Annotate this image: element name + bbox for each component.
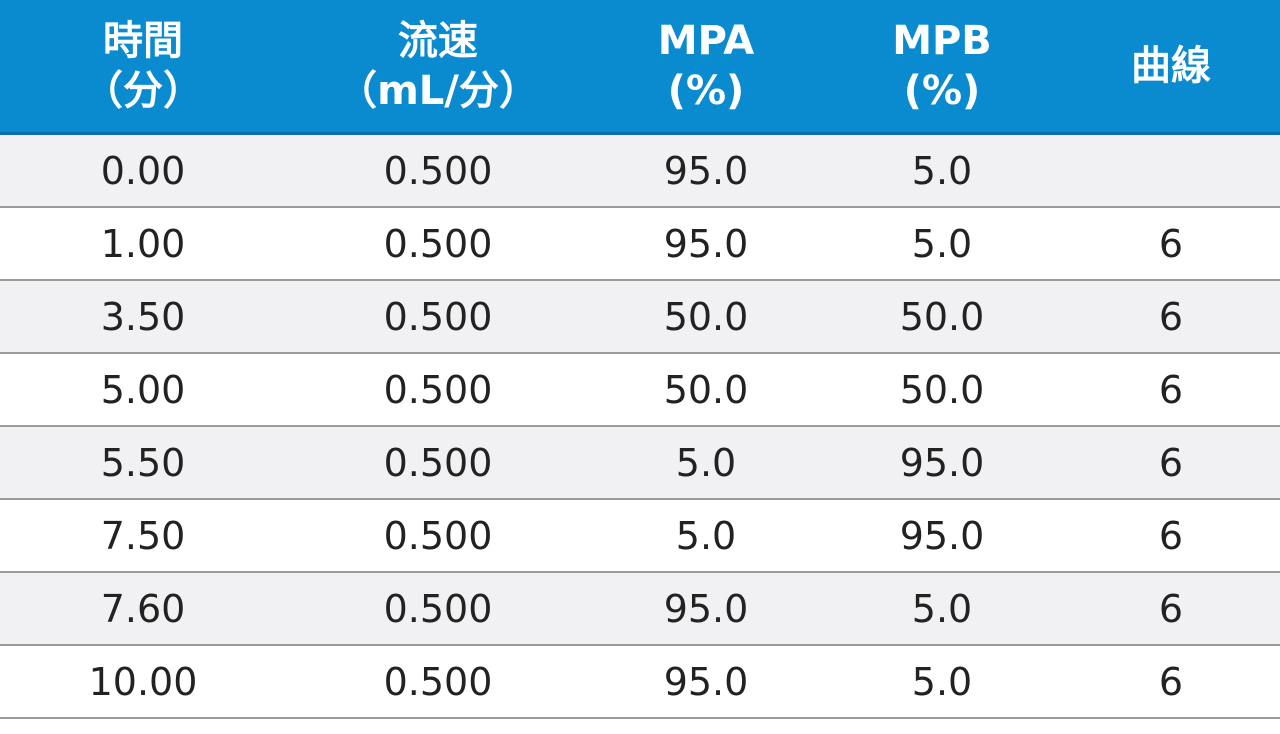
table-row: 0.00 0.500 95.0 5.0 [0, 135, 1280, 208]
cell-mpa: 50.0 [663, 294, 749, 339]
cell-curve: 6 [1158, 586, 1184, 631]
cell-mpb: 95.0 [899, 440, 985, 485]
cell-time: 3.50 [100, 294, 186, 339]
table-row: 5.50 0.500 5.0 95.0 6 [0, 427, 1280, 500]
cell-flow-rate: 0.500 [383, 294, 493, 339]
cell-time: 10.00 [88, 659, 198, 704]
cell-flow-rate: 0.500 [383, 513, 493, 558]
cell-mpb: 5.0 [911, 659, 973, 704]
cell-time: 1.00 [100, 221, 186, 266]
header-mpb: MPB (%) [892, 18, 992, 114]
cell-time: 5.00 [100, 367, 186, 412]
cell-time: 5.50 [100, 440, 186, 485]
cell-mpa: 50.0 [663, 367, 749, 412]
cell-mpa: 95.0 [663, 659, 749, 704]
table-row: 1.00 0.500 95.0 5.0 6 [0, 208, 1280, 281]
cell-flow-rate: 0.500 [383, 440, 493, 485]
cell-mpb: 5.0 [911, 586, 973, 631]
cell-time: 7.60 [100, 586, 186, 631]
table-row: 10.00 0.500 95.0 5.0 6 [0, 646, 1280, 719]
header-curve: 曲線 [1131, 43, 1211, 89]
cell-mpa: 95.0 [663, 586, 749, 631]
cell-flow-rate: 0.500 [383, 221, 493, 266]
cell-curve: 6 [1158, 367, 1184, 412]
cell-flow-rate: 0.500 [383, 148, 493, 193]
cell-time: 0.00 [100, 148, 186, 193]
header-mpa: MPA (%) [657, 18, 755, 114]
cell-mpb: 5.0 [911, 221, 973, 266]
header-time: 時間 （分） [83, 18, 203, 114]
cell-mpa: 95.0 [663, 221, 749, 266]
cell-mpb: 5.0 [911, 148, 973, 193]
cell-mpb: 50.0 [899, 367, 985, 412]
cell-curve: 6 [1158, 221, 1184, 266]
cell-curve: 6 [1158, 513, 1184, 558]
cell-flow-rate: 0.500 [383, 367, 493, 412]
cell-mpa: 5.0 [675, 440, 737, 485]
table-header-row: 時間 （分） 流速 （mL/分） MPA (%) MPB (%) 曲線 [0, 0, 1280, 135]
cell-mpa: 5.0 [675, 513, 737, 558]
cell-mpb: 50.0 [899, 294, 985, 339]
cell-flow-rate: 0.500 [383, 659, 493, 704]
cell-mpb: 95.0 [899, 513, 985, 558]
table-row: 3.50 0.500 50.0 50.0 6 [0, 281, 1280, 354]
table-row: 5.00 0.500 50.0 50.0 6 [0, 354, 1280, 427]
table-row: 7.50 0.500 5.0 95.0 6 [0, 500, 1280, 573]
cell-curve: 6 [1158, 659, 1184, 704]
cell-time: 7.50 [100, 513, 186, 558]
header-flow-rate: 流速 （mL/分） [337, 18, 539, 114]
cell-mpa: 95.0 [663, 148, 749, 193]
cell-curve: 6 [1158, 294, 1184, 339]
table-row: 7.60 0.500 95.0 5.0 6 [0, 573, 1280, 646]
cell-flow-rate: 0.500 [383, 586, 493, 631]
cell-curve: 6 [1158, 440, 1184, 485]
